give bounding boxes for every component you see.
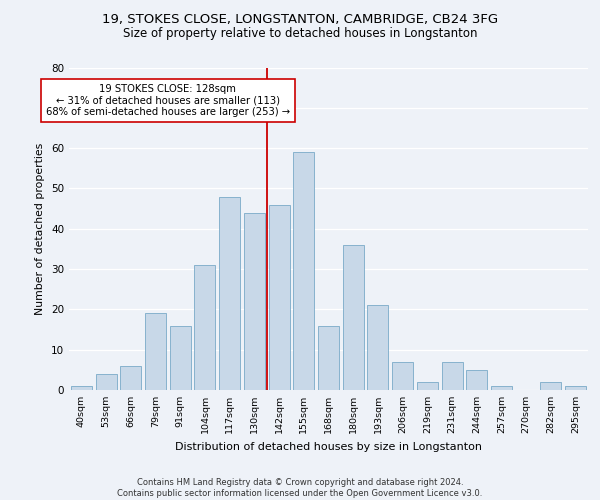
- Bar: [367, 306, 388, 390]
- Bar: [565, 386, 586, 390]
- Text: 19, STOKES CLOSE, LONGSTANTON, CAMBRIDGE, CB24 3FG: 19, STOKES CLOSE, LONGSTANTON, CAMBRIDGE…: [102, 12, 498, 26]
- Bar: [120, 366, 141, 390]
- Text: Contains HM Land Registry data © Crown copyright and database right 2024.
Contai: Contains HM Land Registry data © Crown c…: [118, 478, 482, 498]
- Bar: [417, 382, 438, 390]
- Bar: [392, 362, 413, 390]
- Bar: [170, 326, 191, 390]
- Text: Size of property relative to detached houses in Longstanton: Size of property relative to detached ho…: [123, 28, 477, 40]
- Bar: [318, 326, 339, 390]
- Bar: [194, 265, 215, 390]
- Bar: [95, 374, 116, 390]
- Bar: [269, 204, 290, 390]
- Bar: [71, 386, 92, 390]
- X-axis label: Distribution of detached houses by size in Longstanton: Distribution of detached houses by size …: [175, 442, 482, 452]
- Text: 19 STOKES CLOSE: 128sqm
← 31% of detached houses are smaller (113)
68% of semi-d: 19 STOKES CLOSE: 128sqm ← 31% of detache…: [46, 84, 290, 117]
- Bar: [466, 370, 487, 390]
- Bar: [219, 196, 240, 390]
- Bar: [442, 362, 463, 390]
- Bar: [541, 382, 562, 390]
- Bar: [491, 386, 512, 390]
- Y-axis label: Number of detached properties: Number of detached properties: [35, 142, 46, 315]
- Bar: [293, 152, 314, 390]
- Bar: [343, 245, 364, 390]
- Bar: [145, 314, 166, 390]
- Bar: [244, 212, 265, 390]
